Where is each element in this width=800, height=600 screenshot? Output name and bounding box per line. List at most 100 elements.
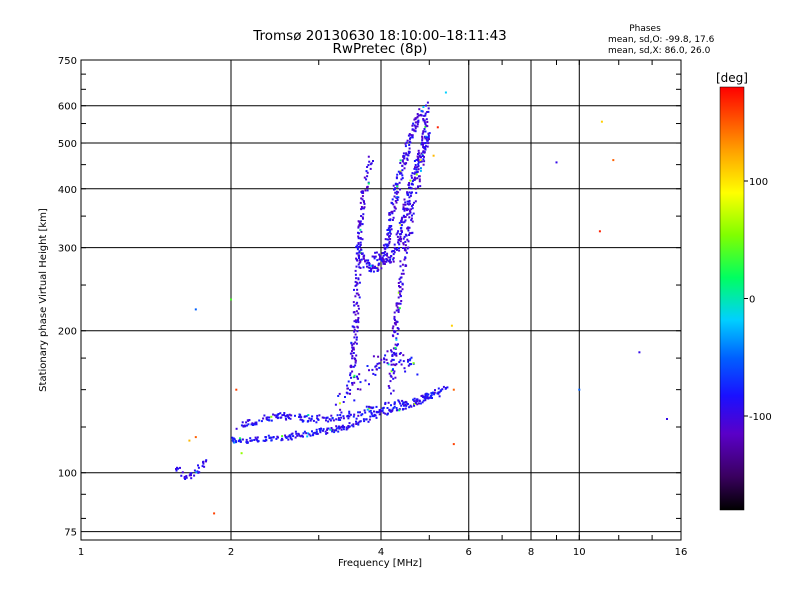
trace-point — [422, 146, 425, 149]
trace-point — [201, 465, 204, 468]
trace-point — [346, 384, 349, 387]
trace-point — [381, 252, 384, 255]
trace-point — [401, 282, 404, 285]
trace-point — [427, 132, 430, 135]
trace-point — [360, 208, 363, 211]
trace-point — [364, 411, 367, 414]
trace-point — [355, 336, 358, 339]
x-tick-label: 1 — [78, 547, 84, 558]
trace-point — [414, 177, 417, 180]
data-points — [175, 91, 668, 515]
trace-point — [320, 427, 322, 430]
trace-point — [392, 203, 395, 206]
trace-point — [407, 240, 410, 243]
trace-point — [391, 355, 394, 357]
trace-point — [287, 435, 290, 438]
trace-point — [390, 349, 392, 352]
trace-point — [378, 366, 381, 369]
trace-point — [394, 200, 397, 202]
trace-point — [408, 196, 411, 199]
trace-point — [398, 249, 401, 252]
trace-point — [401, 263, 404, 266]
trace-point — [410, 208, 413, 211]
trace-point — [347, 380, 350, 383]
trace-point — [405, 251, 408, 254]
trace-point — [399, 236, 402, 239]
x-axis-label: Frequency [MHz] — [338, 558, 422, 569]
trace-point — [368, 264, 371, 267]
trace-point — [305, 415, 308, 418]
trace-point — [349, 413, 352, 416]
trace-point — [401, 399, 404, 402]
trace-point — [348, 412, 351, 415]
trace-point — [358, 420, 361, 423]
trace-point — [378, 409, 381, 412]
trace-point — [197, 466, 200, 469]
trace-point — [364, 379, 367, 382]
trace-point — [366, 265, 368, 268]
trace-point — [393, 331, 396, 334]
trace-point — [334, 403, 337, 406]
trace-point — [375, 410, 378, 413]
trace-point — [427, 393, 430, 396]
trace-point — [349, 392, 351, 395]
trace-point — [353, 288, 355, 291]
trace-point — [376, 270, 379, 272]
trace-point — [352, 342, 355, 345]
trace-point — [375, 416, 378, 419]
trace-point — [408, 186, 410, 189]
trace-point — [359, 237, 362, 240]
trace-point — [353, 329, 356, 332]
trace-point — [400, 404, 403, 407]
trace-point — [352, 352, 355, 354]
trace-point — [338, 402, 341, 405]
trace-point — [398, 237, 401, 240]
trace-point — [299, 435, 302, 438]
trace-point — [377, 355, 380, 358]
trace-point — [398, 408, 401, 411]
trace-point — [357, 263, 360, 266]
trace-point — [193, 469, 196, 472]
trace-point — [398, 221, 401, 224]
trace-point — [393, 317, 396, 320]
trace-point — [403, 247, 406, 249]
trace-point — [338, 427, 341, 430]
trace-point — [356, 301, 359, 304]
scatter-point — [452, 388, 455, 391]
trace-point — [423, 160, 426, 163]
trace-point — [387, 244, 390, 247]
trace-point — [423, 151, 426, 154]
trace-point — [408, 182, 411, 184]
trace-point — [389, 258, 392, 261]
trace-point — [298, 434, 301, 437]
trace-point — [403, 367, 406, 370]
trace-point — [275, 416, 278, 419]
trace-point — [395, 338, 398, 341]
trace-point — [399, 162, 402, 164]
trace-point — [245, 438, 248, 441]
trace-point — [330, 427, 333, 429]
trace-point — [398, 307, 401, 310]
trace-point — [418, 114, 420, 117]
trace-point — [390, 228, 393, 231]
trace-point — [423, 119, 426, 122]
trace-point — [386, 243, 388, 246]
trace-point — [418, 178, 421, 181]
trace-point — [181, 471, 184, 474]
trace-point — [341, 424, 344, 427]
trace-point — [397, 291, 400, 294]
trace-point — [345, 428, 348, 431]
scatter-point — [432, 154, 435, 157]
trace-point — [183, 475, 186, 478]
trace-point — [422, 142, 425, 145]
plot-frame — [80, 59, 682, 541]
trace-point — [355, 417, 358, 420]
trace-point — [421, 143, 424, 145]
trace-point — [402, 237, 405, 240]
trace-point — [402, 269, 405, 272]
trace-point — [406, 403, 409, 405]
trace-point — [357, 321, 360, 324]
trace-point — [416, 170, 419, 173]
trace-point — [395, 363, 398, 366]
trace-point — [371, 264, 374, 267]
